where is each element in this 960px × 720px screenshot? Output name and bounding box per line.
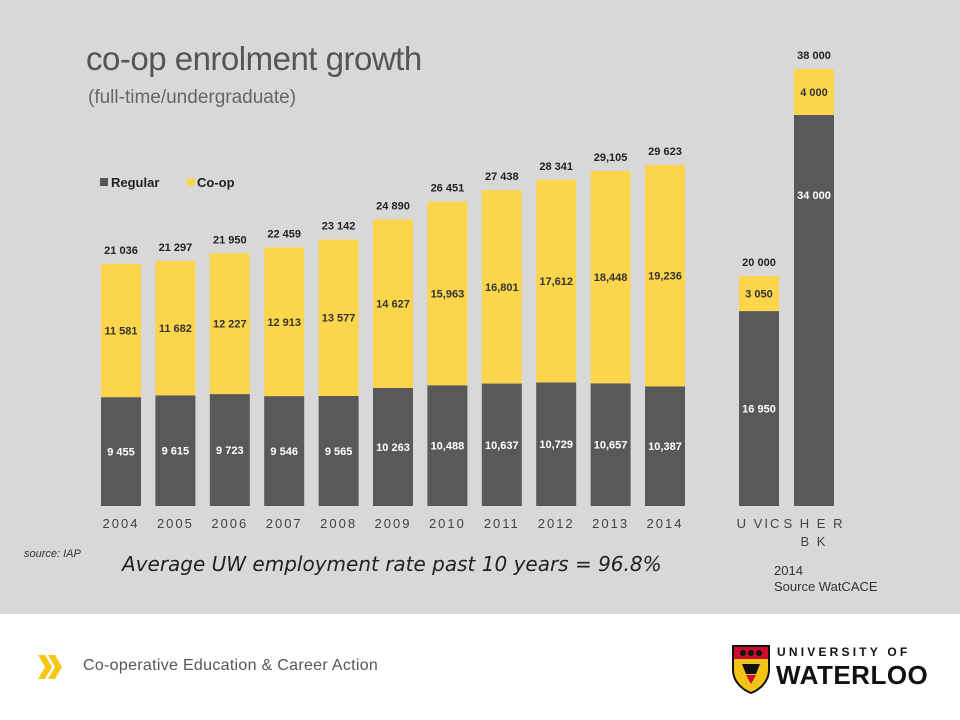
- logo-waterloo-text: WATERLOO: [776, 660, 929, 690]
- data-label-regular-2004: 9 455: [107, 447, 135, 459]
- bar-coop-2012: [536, 179, 577, 383]
- double-chevron-icon: [38, 655, 62, 679]
- data-label-coop-sher-bk: 4 000: [800, 87, 828, 99]
- legend-label-coop: Co-op: [197, 175, 235, 190]
- data-label-total-2009: 24 890: [376, 200, 410, 212]
- data-label-total-u-vic: 20 000: [742, 257, 776, 269]
- bar-coop-2005: [155, 260, 196, 396]
- bar-regular-2004: [101, 397, 141, 506]
- chart-subtitle: (full-time/undergraduate): [88, 87, 297, 108]
- bar-regular-2014: [645, 386, 685, 506]
- enrolment-chart: Regular Co-op 9 455 11 581 21 036 2004 9 615…: [100, 50, 845, 549]
- data-label-total-2004: 21 036: [104, 245, 138, 257]
- x-tick-label-u-vic: U VIC: [737, 516, 782, 531]
- bar-coop-sher-bk: [794, 69, 834, 115]
- data-label-regular-2005: 9 615: [162, 446, 190, 458]
- data-label-total-sher-bk: 38 000: [797, 50, 831, 62]
- data-label-coop-2014: 19,236: [648, 271, 682, 283]
- bar-coop-2004: [101, 263, 141, 398]
- bar-regular-2007: [264, 396, 305, 506]
- data-label-total-2012: 28 341: [539, 161, 573, 173]
- university-crest-icon: [732, 645, 770, 694]
- data-label-total-2014: 29 623: [648, 146, 682, 158]
- bar-regular-2013: [590, 383, 631, 506]
- x-tick-label-2007: 2007: [266, 516, 303, 531]
- data-label-coop-2013: 18,448: [594, 272, 628, 284]
- legend-label-regular: Regular: [111, 175, 159, 190]
- bar-regular-u-vic: [739, 311, 779, 506]
- data-label-coop-2004: 11 581: [104, 326, 137, 338]
- x-tick-label-sher-bk: S H E R: [784, 516, 845, 531]
- comparison-source-note: 2014 Source WatCACE: [774, 563, 878, 595]
- bar-coop-2011: [481, 190, 522, 384]
- data-label-total-2010: 26 451: [431, 183, 465, 195]
- legend-swatch-coop: [187, 178, 195, 186]
- bar-regular-2011: [481, 383, 522, 506]
- data-label-regular-2008: 9 565: [325, 446, 353, 458]
- x-tick-label-2006: 2006: [211, 516, 248, 531]
- data-label-coop-2011: 16,801: [485, 282, 519, 294]
- chart-legend: Regular Co-op: [100, 175, 235, 190]
- x-tick-label-2005: 2005: [157, 516, 194, 531]
- bar-coop-2010: [427, 201, 468, 386]
- data-label-regular-2010: 10,488: [431, 441, 465, 453]
- bar-regular-2005: [155, 395, 196, 506]
- bar-coop-2013: [590, 170, 631, 384]
- data-label-total-2011: 27 438: [485, 171, 519, 183]
- bar-coop-u-vic: [739, 276, 779, 312]
- x-tick-label-2010: 2010: [429, 516, 466, 531]
- logo-university-text: UNIVERSITY OF: [777, 645, 911, 659]
- legend-swatch-regular: [100, 178, 108, 186]
- bar-coop-2006: [209, 253, 250, 395]
- data-label-coop-2006: 12 227: [213, 319, 247, 331]
- x-tick-label-2008: 2008: [320, 516, 357, 531]
- data-label-coop-2008: 13 577: [322, 313, 356, 325]
- data-label-regular-2013: 10,657: [594, 440, 628, 452]
- chart-title: co-op enrolment growth: [86, 40, 422, 77]
- data-label-coop-u-vic: 3 050: [745, 289, 773, 301]
- x-tick-label-2012: 2012: [538, 516, 575, 531]
- bar-regular-2010: [427, 385, 468, 506]
- bar-regular-2009: [373, 387, 413, 506]
- data-label-total-2005: 21 297: [159, 242, 193, 254]
- comparison-year: 2014: [774, 563, 803, 578]
- data-label-regular-2014: 10,387: [648, 441, 682, 453]
- comparison-bar-group: 16 950 3 050 20 000 U VIC 34 000 4 000 38 000 S…: [737, 50, 845, 549]
- bar-regular-2006: [209, 394, 250, 506]
- data-label-coop-2007: 12 913: [267, 317, 301, 329]
- main-bar-group: 9 455 11 581 21 036 2004 9 615 11 682 21 297 20…: [101, 146, 685, 531]
- data-label-regular-2007: 9 546: [270, 446, 298, 458]
- data-label-total-2008: 23 142: [322, 221, 356, 233]
- data-label-regular-2009: 10 263: [376, 442, 410, 454]
- source-note: source: IAP: [24, 548, 81, 560]
- data-label-regular-2006: 9 723: [216, 445, 244, 457]
- data-label-regular-sher-bk: 34 000: [797, 190, 831, 202]
- bar-regular-sher-bk: [794, 115, 834, 506]
- data-label-regular-u-vic: 16 950: [742, 404, 776, 416]
- data-label-coop-2009: 14 627: [376, 299, 410, 311]
- data-label-total-2006: 21 950: [213, 234, 247, 246]
- data-label-regular-2012: 10,729: [539, 439, 573, 451]
- bar-coop-2008: [318, 239, 359, 396]
- bar-coop-2014: [645, 165, 685, 387]
- data-label-coop-2005: 11 682: [159, 323, 192, 335]
- x-tick-label-2004: 2004: [103, 516, 140, 531]
- data-label-regular-2011: 10,637: [485, 440, 519, 452]
- bar-coop-2009: [373, 219, 413, 388]
- data-label-total-2013: 29,105: [594, 152, 628, 164]
- bar-regular-2008: [318, 395, 359, 506]
- bar-coop-2007: [264, 247, 305, 397]
- x-tick-label-2011: 2011: [484, 516, 520, 531]
- x-tick-label-2013: 2013: [592, 516, 629, 531]
- data-label-coop-2012: 17,612: [539, 276, 573, 288]
- x-tick-label-2014: 2014: [647, 516, 684, 531]
- x-tick-label-2009: 2009: [375, 516, 412, 531]
- data-label-coop-2010: 15,963: [431, 288, 465, 300]
- employment-rate-note: Average UW employment rate past 10 years…: [122, 552, 662, 576]
- x-tick-label-sher-bk-line2: B K: [801, 534, 828, 549]
- comparison-source: Source WatCACE: [774, 579, 878, 594]
- bar-regular-2012: [536, 382, 577, 506]
- footer-department: Co-operative Education & Career Action: [83, 657, 379, 674]
- data-label-total-2007: 22 459: [267, 228, 301, 240]
